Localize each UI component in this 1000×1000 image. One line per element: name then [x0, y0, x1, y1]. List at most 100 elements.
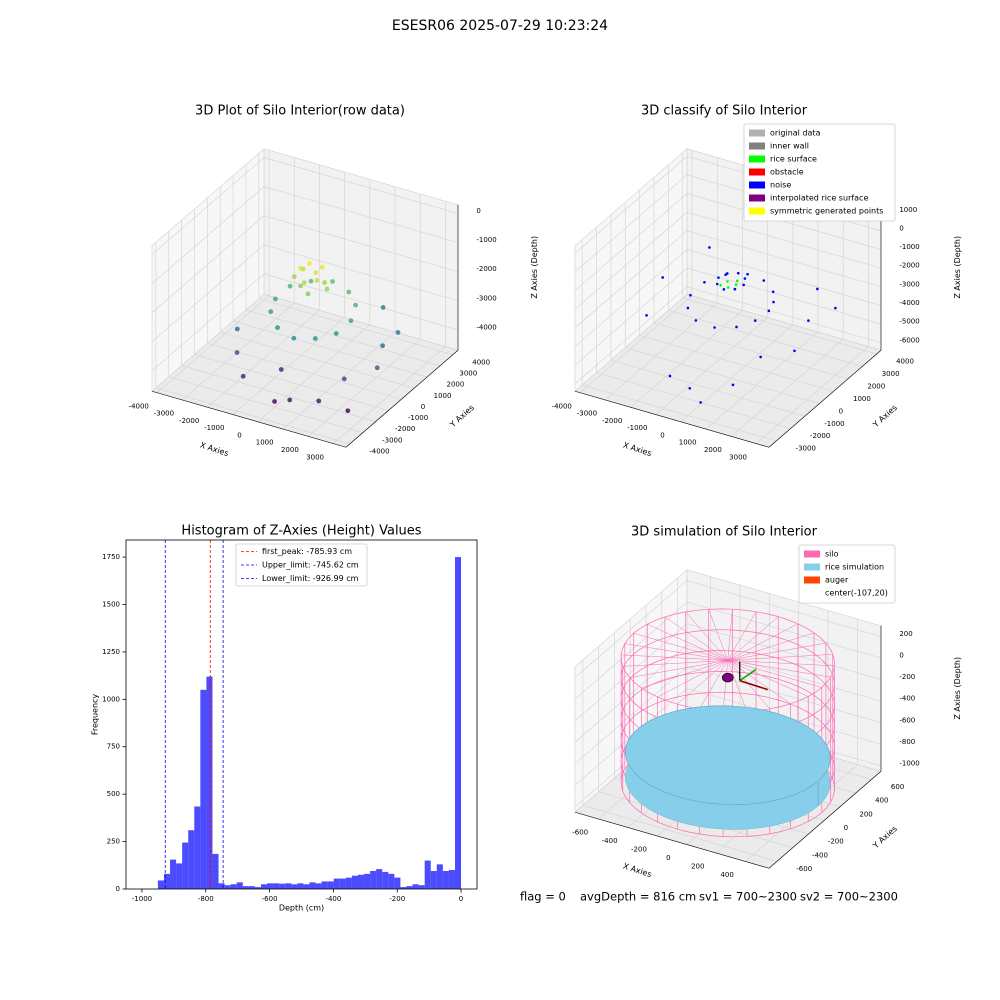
bar: [424, 860, 431, 889]
chart-title: Histogram of Z-Axies (Height) Values: [181, 524, 421, 539]
footer-sv1: sv1 = 700~2300: [699, 890, 797, 904]
point: [287, 283, 293, 289]
point: [291, 274, 297, 280]
x-tick-label: 0: [459, 895, 463, 903]
silo-roof: [708, 609, 728, 661]
legend-label: rice simulation: [825, 563, 884, 572]
point: [834, 306, 837, 310]
point: [272, 296, 278, 302]
x-tick-label: -4000: [129, 402, 149, 410]
bar: [448, 870, 455, 889]
point: [735, 325, 738, 329]
bar: [430, 870, 437, 889]
axis-line: [345, 350, 459, 448]
silo-roof: [699, 660, 728, 710]
y-tick-label: 4000: [472, 358, 490, 366]
bar: [370, 870, 377, 889]
grid-line: [263, 273, 459, 331]
pane: [574, 148, 688, 392]
bar: [309, 882, 316, 889]
bar: [357, 874, 365, 889]
bar: [339, 878, 346, 889]
bar: [254, 887, 261, 889]
point: [313, 270, 319, 276]
point: [793, 349, 796, 353]
bar: [291, 884, 298, 889]
grid-line: [168, 376, 363, 434]
point: [307, 261, 312, 266]
auger-x: [739, 679, 768, 691]
point: [668, 374, 672, 378]
point: [395, 329, 401, 335]
grid-line: [582, 805, 777, 862]
z-tick-label: -6000: [899, 336, 919, 344]
auger: [721, 672, 734, 683]
point: [240, 373, 246, 379]
silo-roof: [727, 616, 779, 661]
x-tick-label: -1000: [627, 424, 647, 432]
bar: [170, 859, 177, 889]
chart-title: 3D classify of Silo Interior: [641, 104, 808, 119]
point: [287, 397, 293, 403]
y-tick-label: 1500: [102, 600, 120, 608]
y-tick-label: 200: [859, 810, 872, 818]
legend-label: noise: [770, 181, 791, 190]
y-tick-label: -1000: [824, 420, 844, 428]
x-tick-label: 0: [666, 854, 670, 862]
grid-line: [155, 387, 350, 445]
legend-swatch: [749, 142, 765, 150]
y-tick-label: 250: [107, 838, 120, 846]
grid-line: [263, 244, 459, 302]
y-tick-label: -200: [828, 838, 844, 846]
grid-line: [151, 244, 265, 343]
grid-line: [574, 601, 688, 700]
bar: [364, 873, 371, 889]
point: [234, 326, 240, 332]
point: [743, 277, 747, 280]
axis-line: [574, 390, 770, 448]
grid-line: [207, 309, 320, 408]
legend-label: Lower_limit: -926.99 cm: [262, 574, 359, 583]
silo-roof: [622, 660, 728, 667]
x-tick-label: -400: [325, 895, 341, 903]
legend-swatch: [749, 129, 765, 137]
point: [772, 300, 775, 304]
y-tick-label: 0: [839, 407, 843, 415]
grid-line: [245, 309, 441, 367]
point: [380, 305, 386, 310]
bar: [212, 853, 219, 889]
x-tick-label: -400: [602, 837, 618, 845]
footer-avg-depth: avgDepth = 816 cm: [580, 890, 696, 904]
silo-roof: [641, 660, 728, 689]
y-tick-label: -400: [812, 851, 828, 859]
grid-line: [232, 317, 345, 415]
x-tick-label: -600: [262, 895, 278, 903]
y-tick-label: -2000: [810, 432, 830, 440]
bar: [242, 886, 249, 889]
x-tick-label: 2000: [281, 446, 299, 454]
legend-box: [798, 544, 896, 604]
point: [736, 271, 740, 275]
point: [348, 318, 354, 324]
grid-line: [574, 249, 688, 347]
point: [353, 302, 358, 308]
z-axis-label: Z Axies (Depth): [530, 236, 539, 299]
grid-line: [686, 286, 882, 344]
point: [746, 272, 749, 276]
grid-line: [258, 298, 453, 356]
z-tick-label: -2000: [476, 265, 496, 273]
x-tick-label: -1000: [132, 895, 152, 903]
grid-line: [610, 359, 805, 417]
bar: [194, 806, 201, 889]
point: [346, 289, 352, 295]
point: [305, 291, 311, 297]
legend-label: center(-107,20): [825, 589, 888, 598]
grid-line: [333, 346, 446, 444]
grid-line: [668, 310, 863, 367]
z-tick-label: -3000: [476, 294, 496, 302]
grid-line: [257, 324, 371, 423]
grid-line: [686, 249, 882, 306]
z-tick-label: 0: [899, 224, 903, 232]
legend-box: [235, 543, 368, 587]
point: [333, 331, 339, 336]
